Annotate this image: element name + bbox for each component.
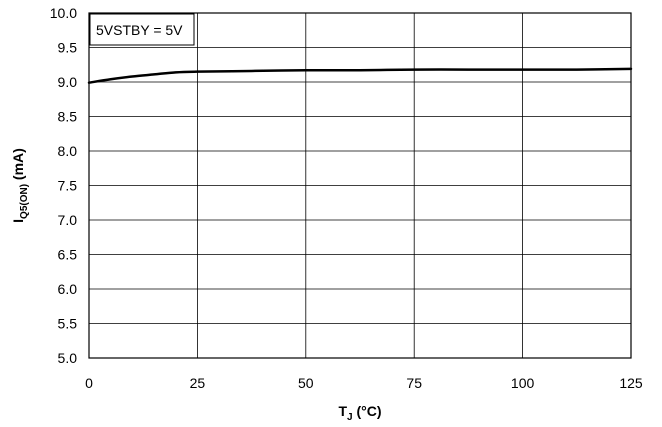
y-tick-label: 5.5 xyxy=(58,316,78,332)
y-tick-label: 8.5 xyxy=(58,109,78,125)
y-axis-title-subscript: Q5(ON) xyxy=(19,184,30,219)
y-tick-label: 9.5 xyxy=(58,40,78,56)
x-tick-label: 75 xyxy=(406,375,422,391)
x-axis-title-main: T xyxy=(338,403,347,419)
x-axis-title: TJ (°C) xyxy=(338,403,381,423)
y-tick-label: 9.0 xyxy=(58,74,78,90)
y-tick-label: 10.0 xyxy=(50,5,77,21)
series-layer xyxy=(87,67,633,84)
series-line-0 xyxy=(87,67,633,84)
x-axis-title-subscript: J xyxy=(347,412,353,423)
y-axis-ticks: 10.0 9.5 9.0 8.5 8.0 7.5 7.0 6.5 6.0 5.5 5.0 xyxy=(50,5,77,366)
annotation-label: 5VSTBY = 5V xyxy=(96,22,183,38)
y-tick-label: 7.5 xyxy=(58,178,78,194)
y-tick-label: 6.0 xyxy=(58,281,78,297)
y-tick-label: 5.0 xyxy=(58,350,78,366)
x-axis-title-unit: (°C) xyxy=(353,403,382,419)
y-axis-title-unit: (mA) xyxy=(10,148,26,184)
x-tick-label: 100 xyxy=(511,375,535,391)
x-tick-label: 50 xyxy=(298,375,314,391)
annotation-box-border xyxy=(89,13,195,46)
y-tick-label: 7.0 xyxy=(58,212,78,228)
x-tick-label: 25 xyxy=(190,375,206,391)
plot-frame xyxy=(88,12,632,359)
y-axis-title-main: I xyxy=(10,219,26,223)
annotation-box: 5VSTBY = 5V xyxy=(89,13,195,46)
grid-lines xyxy=(89,13,631,358)
y-tick-label: 6.5 xyxy=(58,247,78,263)
x-axis-ticks: 0 25 50 75 100 125 xyxy=(85,375,643,391)
y-tick-label: 8.0 xyxy=(58,143,78,159)
y-axis-title: IQ5(ON) (mA) xyxy=(10,148,30,223)
x-tick-label: 0 xyxy=(85,375,93,391)
x-tick-label: 125 xyxy=(619,375,643,391)
